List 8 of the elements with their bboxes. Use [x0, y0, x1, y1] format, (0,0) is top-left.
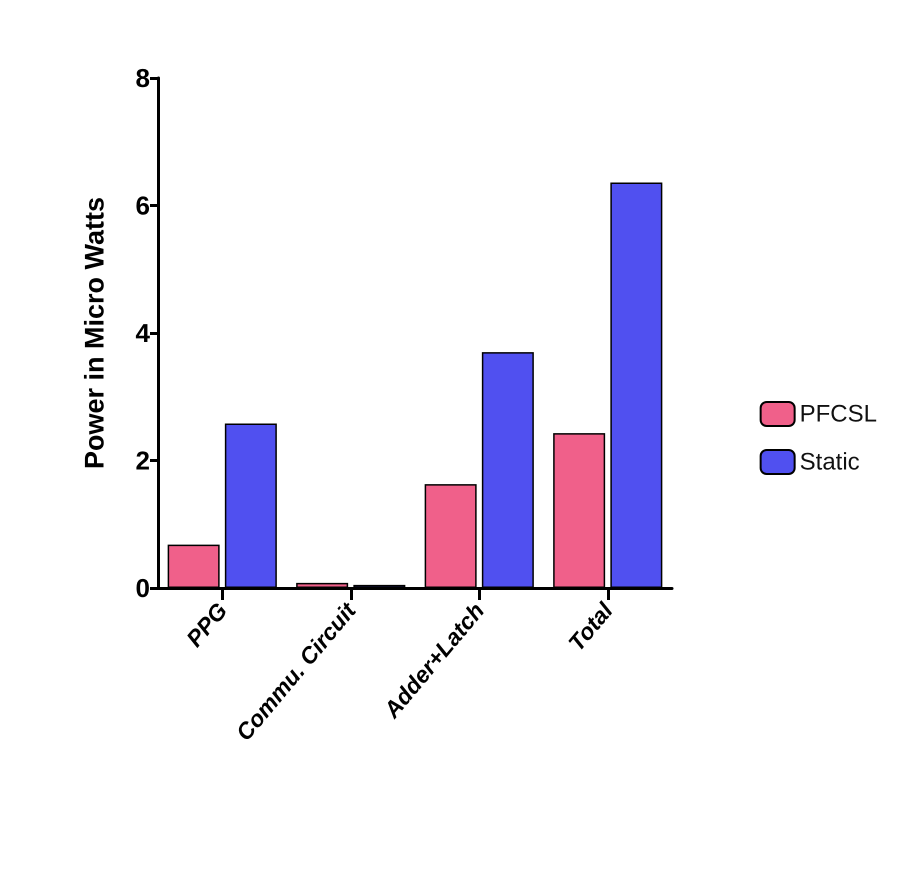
- y-tick-label: 6: [136, 190, 150, 220]
- y-tick-label: 2: [136, 446, 150, 476]
- legend-label: PFCSL: [800, 400, 878, 428]
- y-tick-label: 8: [136, 63, 150, 93]
- y-tick-label: 4: [136, 318, 151, 348]
- legend-label: Static: [800, 448, 860, 476]
- y-axis-title: Power in Micro Watts: [80, 196, 110, 470]
- y-tick-label: 0: [136, 573, 150, 603]
